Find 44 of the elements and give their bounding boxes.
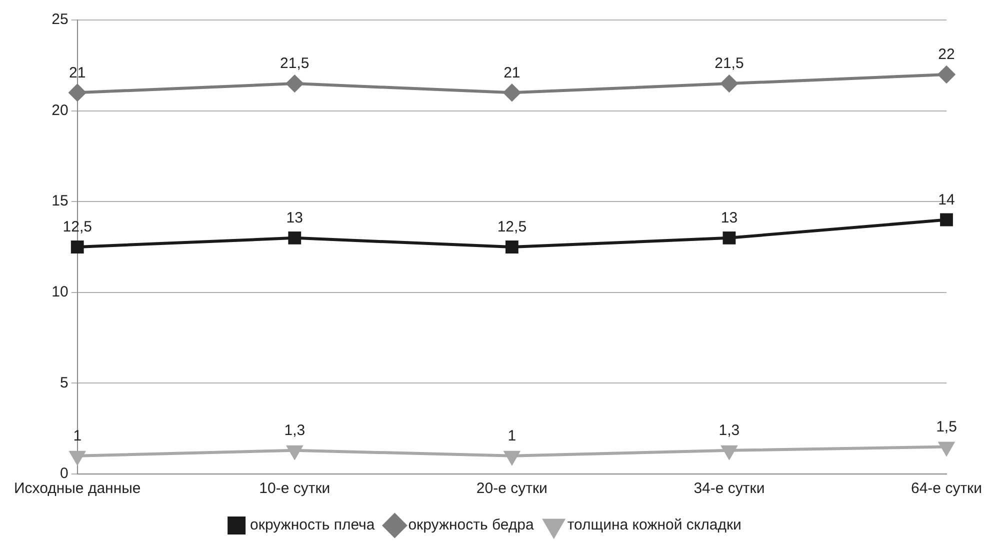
point [70,450,85,464]
data-label: 1 [73,427,82,444]
point [722,445,737,459]
x-tick-label: 34-е сутки [694,480,765,498]
point [503,84,520,102]
y-tick-label: 25 [52,11,68,28]
y-tick-label: 15 [52,192,68,210]
data-label: 1,3 [284,422,306,440]
point [504,450,520,464]
x-tick-label: 64-е сутки [910,480,982,498]
x-tick-label: 10-е сутки [259,480,330,498]
point [70,240,84,254]
y-tick-label: 5 [60,374,68,392]
x-tick-label: Исходные данные [14,480,141,498]
point [722,231,736,244]
data-label: 14 [938,191,955,208]
point [505,240,518,254]
data-label: 22 [938,46,955,64]
data-label: 12,5 [62,218,92,236]
legend-label: окружность бедра [408,516,534,534]
data-label: 13 [720,210,738,227]
data-label: 1,3 [718,422,740,440]
data-label: 1,5 [936,418,957,436]
point [286,75,304,92]
data-label: 21 [69,64,86,82]
data-label: 21,5 [280,55,310,72]
point [68,84,86,102]
point [720,75,738,92]
point [940,213,953,226]
point [938,442,954,456]
point [938,66,955,83]
x-tick-label: 20-е сутки [476,480,548,498]
data-label: 21 [504,64,520,82]
y-tick-label: 20 [52,102,68,119]
y-tick-label: 0 [60,465,68,482]
data-label: 1 [508,427,516,444]
y-tick-label: 10 [52,284,68,301]
legend-label: толщина кожной складки [567,516,742,534]
data-label: 12,5 [497,218,527,236]
point [287,445,302,459]
legend-label: окружность плеча [250,516,376,534]
data-label: 21,5 [714,55,744,72]
point [288,231,302,244]
data-label: 13 [286,210,303,227]
